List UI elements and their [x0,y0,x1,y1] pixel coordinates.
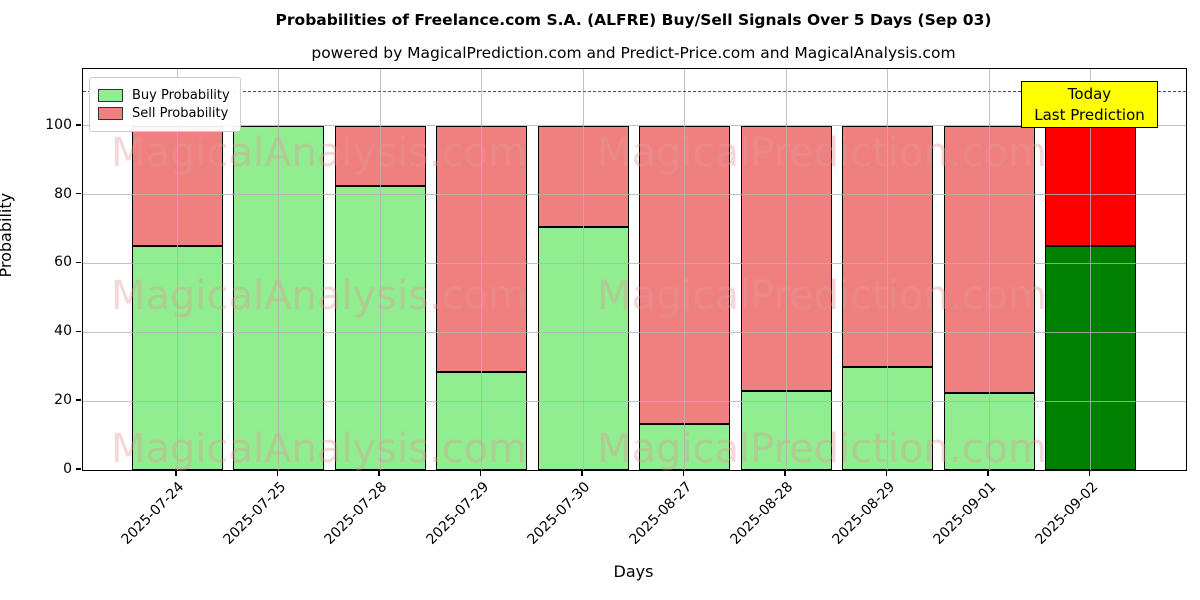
vertical-gridline [684,69,685,470]
x-tick-mark [175,470,177,476]
x-tick-mark [479,470,482,476]
horizontal-gridline [83,400,1186,402]
y-tick-mark [76,399,81,401]
plot-area: Buy Probability Sell Probability Today La… [82,68,1187,471]
vertical-gridline [887,69,888,470]
vertical-gridline [176,69,178,470]
today-annotation: Today Last Prediction [1021,81,1158,128]
horizontal-gridline [83,331,1186,333]
today-annotation-line1: Today [1067,85,1112,104]
horizontal-gridline [83,194,1186,196]
today-annotation-line2: Last Prediction [1034,105,1145,124]
legend-item-1: Sell Probability [98,106,230,121]
watermark-text: MagicalAnalysis.com [111,426,528,472]
x-tick-mark [378,470,380,476]
legend-item-0: Buy Probability [98,88,230,103]
chart-subtitle: powered by MagicalPrediction.com and Pre… [311,44,956,62]
y-tick-mark [76,468,81,470]
watermark-text: MagicalPrediction.com [597,273,1047,319]
x-tick-mark [581,470,583,476]
watermark-text: MagicalPrediction.com [597,130,1047,176]
y-tick-mark [76,192,81,195]
vertical-gridline [785,69,787,470]
legend-label: Buy Probability [132,88,230,103]
y-tick-label: 60 [54,254,72,271]
y-tick-label: 0 [63,461,72,477]
vertical-gridline [278,69,279,470]
vertical-gridline [988,69,990,470]
x-tick-mark [784,470,786,476]
x-axis-label: Days [613,562,654,581]
vertical-gridline [582,69,584,470]
y-tick-mark [76,330,81,333]
legend: Buy Probability Sell Probability [89,77,241,132]
chart-title: Probabilities of Freelance.com S.A. (ALF… [275,11,992,29]
x-tick-mark [1088,470,1091,476]
y-tick-label: 80 [54,185,72,202]
legend-swatch-icon [98,89,123,102]
y-tick-label: 40 [54,323,72,340]
vertical-gridline [379,69,381,470]
dashed-threshold-line [83,91,1186,93]
watermark-text: MagicalPrediction.com [597,426,1047,472]
legend-swatch-icon [98,107,123,120]
y-tick-label: 20 [54,392,72,409]
y-axis-label: Probability [0,192,15,278]
vertical-gridline [1090,69,1091,470]
x-tick-mark [987,470,989,476]
vertical-gridline [481,69,482,470]
x-tick-mark [276,470,279,476]
legend-label: Sell Probability [132,106,229,121]
x-tick-mark [885,470,888,476]
y-tick-label: 100 [45,116,72,133]
x-tick-mark [682,470,685,476]
y-tick-mark [76,124,81,126]
horizontal-gridline [83,262,1186,264]
watermark-text: MagicalAnalysis.com [111,130,528,176]
watermark-text: MagicalAnalysis.com [111,273,528,319]
horizontal-gridline [83,125,1186,127]
y-tick-mark [76,261,81,264]
